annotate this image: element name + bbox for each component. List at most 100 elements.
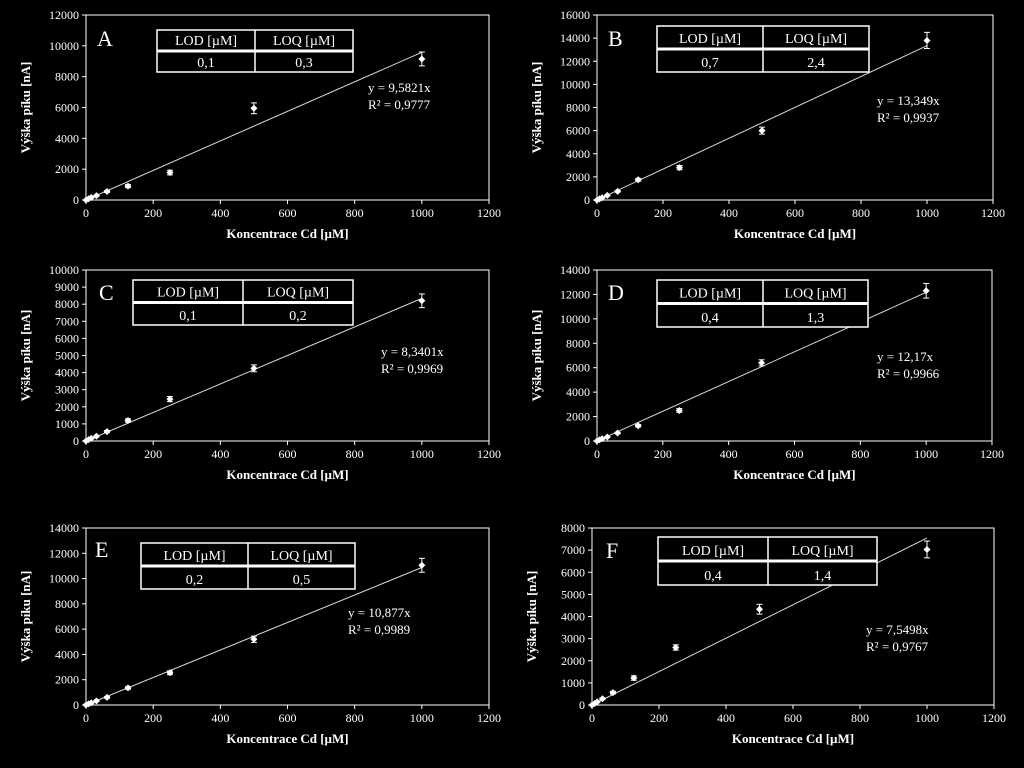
- data-point: [758, 359, 766, 367]
- x-tick-label: 1200: [477, 447, 501, 461]
- x-tick-label: 0: [594, 447, 600, 461]
- trendline: [596, 45, 928, 201]
- table-header-loq: LOQ [µM]: [270, 549, 332, 564]
- y-axis-label: Výška píku [nA]: [529, 62, 544, 154]
- data-point: [166, 395, 174, 403]
- data-point: [418, 561, 426, 569]
- y-tick-label: 2000: [566, 410, 590, 424]
- table-header-loq: LOQ [µM]: [273, 34, 335, 49]
- x-axis-label: Koncentrace Cd [µM]: [226, 467, 348, 482]
- y-tick-label: 0: [579, 698, 585, 712]
- data-point: [672, 643, 680, 651]
- x-axis-label: Koncentrace Cd [µM]: [733, 467, 855, 482]
- y-tick-label: 2000: [55, 162, 79, 176]
- x-tick-label: 200: [654, 206, 672, 220]
- y-tick-label: 12000: [49, 8, 79, 22]
- regression-equation: y = 13,349x: [877, 93, 940, 108]
- y-tick-label: 10000: [560, 312, 590, 326]
- data-point: [87, 699, 95, 707]
- lod-loq-table: LOD [µM] LOQ [µM] 0,1 0,2: [132, 279, 354, 326]
- x-tick-label: 0: [83, 447, 89, 461]
- data-point: [166, 669, 174, 677]
- regression-equation: y = 8,3401x: [381, 344, 444, 359]
- data-point: [923, 545, 931, 553]
- x-tick-label: 800: [851, 447, 869, 461]
- table-header-lod: LOD [µM]: [679, 32, 741, 47]
- data-point: [609, 689, 617, 697]
- x-tick-label: 400: [720, 447, 738, 461]
- r-squared: R² = 0,9937: [877, 110, 940, 125]
- regression-equation: y = 9,5821x: [368, 80, 431, 95]
- table-value-loq: 0,2: [289, 309, 307, 324]
- x-tick-label: 1000: [410, 206, 434, 220]
- table-value-loq: 0,5: [293, 573, 311, 588]
- table-value-lod: 0,7: [701, 56, 719, 71]
- x-tick-label: 1000: [410, 447, 434, 461]
- x-tick-label: 1200: [477, 711, 501, 725]
- data-point: [124, 416, 132, 424]
- x-axis-label: Koncentrace Cd [µM]: [732, 731, 854, 746]
- table-value-lod: 0,1: [197, 56, 215, 71]
- chart-panel-f: 0 1000 2000 3000 4000 5000 6000 7000 8000 0 200 400…: [524, 521, 1006, 746]
- regression-equation: y = 7,5498x: [866, 622, 929, 637]
- x-tick-label: 800: [851, 711, 869, 725]
- y-tick-label: 0: [73, 434, 79, 448]
- regression-equation: y = 12,17x: [877, 349, 934, 364]
- panel-label: E: [95, 537, 108, 562]
- table-header-lod: LOD [µM]: [682, 544, 744, 559]
- table-header-loq: LOQ [µM]: [785, 32, 847, 47]
- table-header-lod: LOD [µM]: [679, 287, 741, 302]
- y-tick-label: 2000: [561, 654, 585, 668]
- x-tick-label: 1200: [980, 447, 1004, 461]
- data-point: [250, 635, 258, 643]
- y-axis-label: Výška píku [nA]: [524, 571, 539, 663]
- x-tick-label: 800: [852, 206, 870, 220]
- x-tick-label: 600: [279, 447, 297, 461]
- y-tick-label: 7000: [55, 314, 79, 328]
- data-point: [923, 36, 931, 44]
- chart-panel-d: 0 2000 4000 6000 8000 10000 12000 14000 0 200 400 6…: [529, 263, 1004, 482]
- x-axis-label: Koncentrace Cd [µM]: [226, 731, 348, 746]
- y-tick-label: 6000: [566, 124, 590, 138]
- y-tick-label: 4000: [566, 385, 590, 399]
- y-tick-label: 2000: [55, 673, 79, 687]
- panel-label: A: [97, 26, 113, 51]
- table-header-loq: LOQ [µM]: [784, 287, 846, 302]
- data-point: [922, 287, 930, 295]
- y-tick-label: 6000: [566, 361, 590, 375]
- x-tick-label: 200: [144, 206, 162, 220]
- lod-loq-table: LOD [µM] LOQ [µM] 0,7 2,4: [656, 25, 870, 73]
- y-tick-label: 8000: [566, 101, 590, 115]
- x-axis-label: Koncentrace Cd [µM]: [734, 226, 856, 241]
- table-header-loq: LOQ [µM]: [267, 286, 329, 301]
- x-tick-label: 600: [279, 206, 297, 220]
- data-point: [614, 429, 622, 437]
- y-tick-label: 12000: [560, 54, 590, 68]
- trendline: [596, 291, 927, 442]
- y-axis-label: Výška píku [nA]: [18, 571, 33, 663]
- panel-label: D: [608, 280, 624, 305]
- table-header-lod: LOD [µM]: [157, 286, 219, 301]
- y-tick-label: 8000: [561, 521, 585, 535]
- x-tick-label: 0: [594, 206, 600, 220]
- x-tick-label: 1200: [982, 711, 1006, 725]
- data-point: [598, 194, 606, 202]
- lod-loq-table: LOD [µM] LOQ [µM] 0,4 1,3: [656, 279, 869, 328]
- y-tick-label: 4000: [566, 147, 590, 161]
- data-point: [676, 164, 683, 172]
- chart-panel-c: 0100020003000400050006000700080009000100…: [18, 263, 501, 482]
- chart-panel-e: 0 2000 4000 6000 8000 10000 12000 14000 0 200 400 6…: [18, 521, 501, 746]
- panel-label: C: [99, 280, 114, 305]
- table-header-lod: LOD [µM]: [175, 34, 237, 49]
- data-point: [103, 428, 111, 436]
- x-tick-label: 1200: [981, 206, 1005, 220]
- table-value-lod: 0,4: [704, 569, 722, 584]
- regression-equation: y = 10,877x: [348, 605, 411, 620]
- r-squared: R² = 0,9777: [368, 97, 431, 112]
- data-point: [103, 188, 111, 196]
- x-tick-label: 200: [650, 711, 668, 725]
- y-tick-label: 5000: [561, 587, 585, 601]
- x-tick-label: 400: [211, 447, 229, 461]
- data-point: [675, 406, 683, 414]
- table-value-lod: 0,4: [701, 311, 719, 326]
